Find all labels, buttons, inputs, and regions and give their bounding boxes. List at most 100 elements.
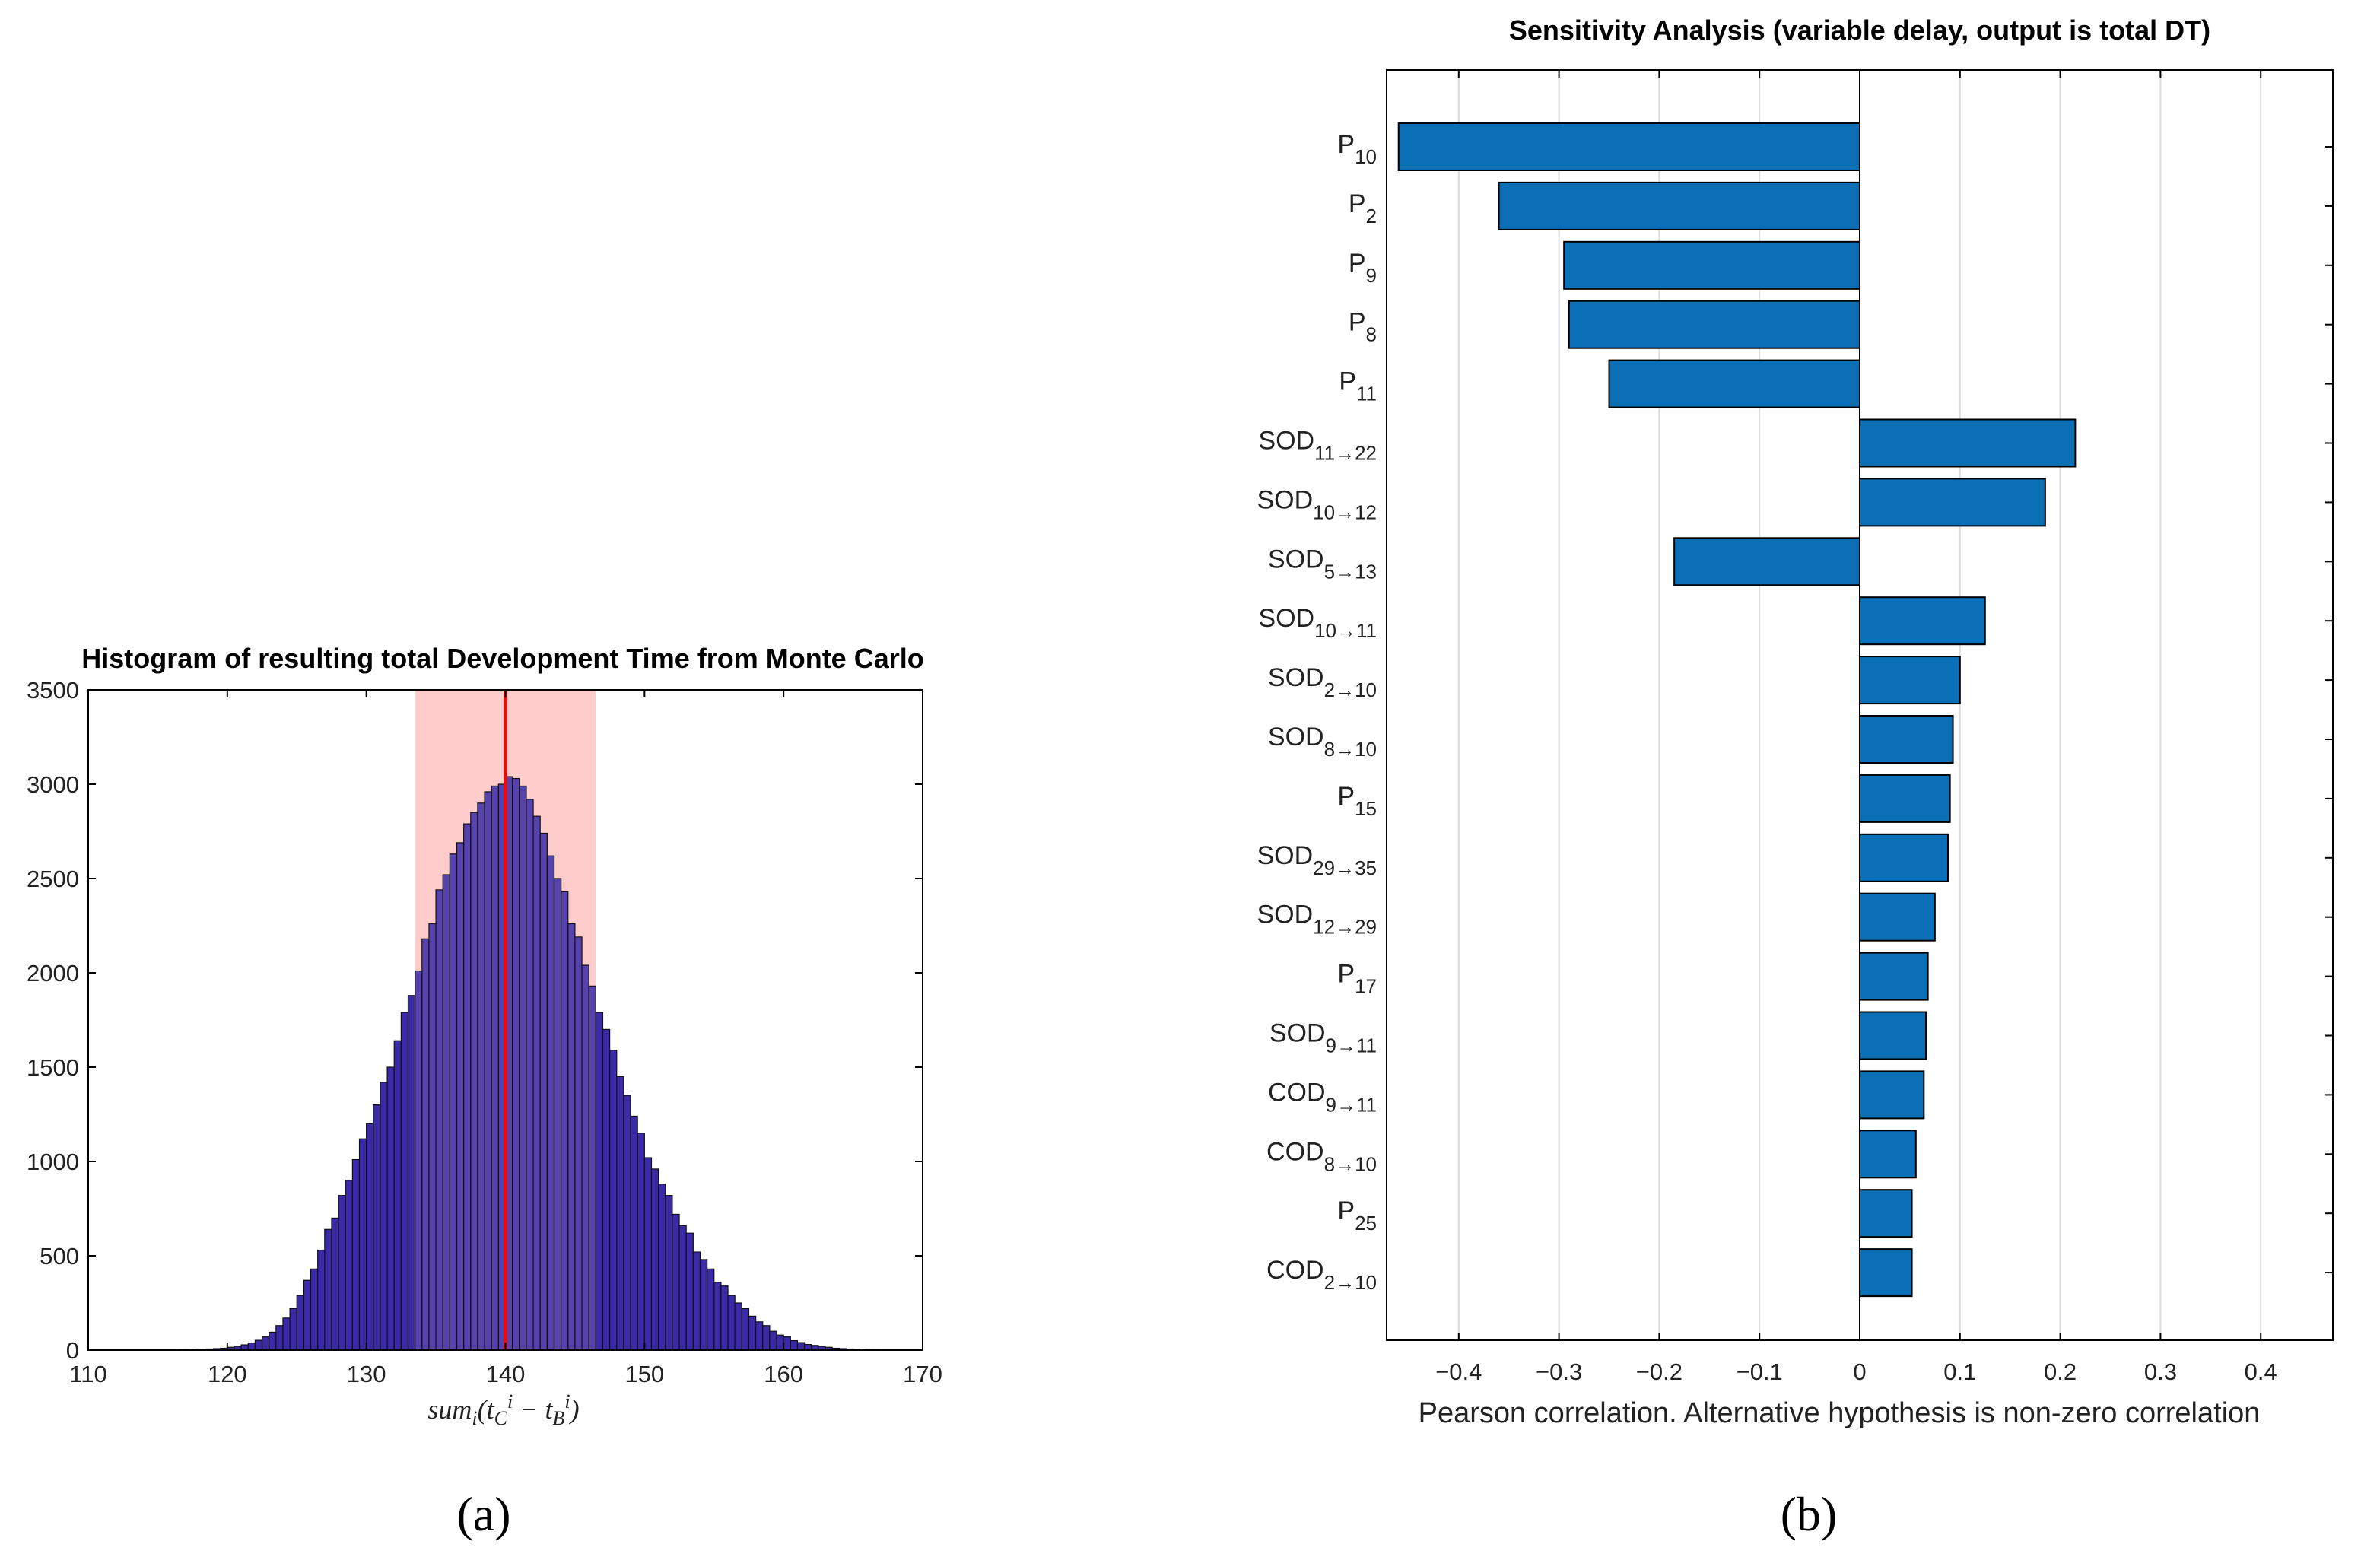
- histogram-bar: [324, 1228, 332, 1351]
- histogram-bar: [526, 799, 534, 1351]
- histogram-bar: [393, 1040, 402, 1351]
- histogram-bar: [240, 1344, 249, 1351]
- category-label: P15: [1337, 782, 1377, 820]
- histogram-bar: [428, 923, 437, 1351]
- histogram-bar: [282, 1317, 291, 1351]
- correlation-bar: [1859, 774, 1951, 823]
- category-label: P9: [1349, 249, 1377, 287]
- y-tick-label: 0: [66, 1337, 79, 1364]
- histogram-bar: [380, 1082, 388, 1351]
- x-tick-label: 0.2: [2044, 1358, 2077, 1385]
- x-tick-label: −0.1: [1737, 1358, 1783, 1385]
- histogram-bar: [692, 1251, 701, 1351]
- histogram-bar: [803, 1343, 812, 1351]
- category-label: SOD8→10: [1268, 723, 1377, 761]
- category-label: P11: [1339, 367, 1377, 405]
- histogram-bar: [247, 1342, 256, 1351]
- category-label: COD2→10: [1266, 1256, 1377, 1294]
- sensitivity-bars: [1397, 122, 2333, 1298]
- histogram-bar: [331, 1217, 339, 1351]
- x-tick-label: 130: [347, 1361, 386, 1387]
- x-tick-label: 140: [486, 1361, 526, 1387]
- correlation-bar: [1859, 1011, 1927, 1060]
- histogram-bar: [567, 923, 576, 1351]
- y-tick-label: 2000: [27, 960, 79, 987]
- histogram-bar: [519, 785, 527, 1351]
- correlation-bar: [1859, 418, 2077, 468]
- histogram-bar: [796, 1342, 806, 1351]
- histogram-bar: [539, 832, 548, 1351]
- x-tick-label: −0.4: [1435, 1358, 1482, 1385]
- category-label: P17: [1337, 960, 1377, 998]
- correlation-bar: [1859, 478, 2046, 527]
- sensitivity-x-ticks: −0.4 −0.3 −0.2 −0.1 0 0.1 0.2 0.3 0.4: [1435, 70, 2277, 1385]
- correlation-bar: [1859, 1070, 1925, 1120]
- category-label: P10: [1337, 130, 1377, 168]
- histogram-bar: [678, 1225, 687, 1351]
- histogram-bar: [512, 777, 520, 1351]
- correlation-bar: [1859, 656, 1961, 705]
- x-tick-label: 0.4: [2245, 1358, 2277, 1385]
- category-label: P8: [1349, 308, 1377, 346]
- correlation-bar: [1859, 833, 1949, 882]
- sensitivity-category-labels: P10 P2 P9 P8 P11 SOD11→22 SOD10→12 SOD5→13 SOD10…: [1257, 130, 1377, 1294]
- category-label: SOD9→11: [1269, 1019, 1377, 1057]
- histogram-bar: [630, 1115, 638, 1351]
- histogram-bar: [650, 1168, 659, 1351]
- histogram-bar: [303, 1279, 312, 1351]
- histogram-bar: [755, 1321, 764, 1351]
- x-tick-label: 150: [624, 1361, 664, 1387]
- sensitivity-title: Sensitivity Analysis (variable delay, ou…: [1509, 14, 2210, 46]
- correlation-bar: [1563, 240, 1860, 290]
- histogram-bar: [581, 964, 589, 1351]
- histogram-bar: [261, 1336, 270, 1351]
- histogram-bar: [421, 938, 430, 1351]
- category-label: SOD2→10: [1268, 663, 1377, 701]
- sensitivity-panel: Sensitivity Analysis (variable delay, ou…: [1257, 14, 2334, 1541]
- correlation-bar: [1673, 537, 1860, 586]
- histogram-bar: [602, 1028, 611, 1351]
- y-tick-label: 3000: [27, 771, 79, 798]
- histogram-bar: [442, 874, 450, 1351]
- histogram-bar: [672, 1213, 680, 1351]
- correlation-bar: [1608, 359, 1860, 408]
- histogram-bar: [776, 1334, 784, 1351]
- category-label: COD9→11: [1268, 1078, 1377, 1116]
- correlation-bar: [1859, 952, 1929, 1001]
- histogram-bar: [275, 1325, 284, 1351]
- x-tick-label: 0.3: [2144, 1358, 2177, 1385]
- histogram-bar: [707, 1268, 715, 1351]
- histogram-bar: [595, 1012, 604, 1351]
- histogram-bar: [358, 1138, 367, 1351]
- category-label: COD8→10: [1266, 1137, 1377, 1175]
- histogram-bar: [407, 995, 416, 1351]
- histogram-bar: [616, 1076, 624, 1351]
- x-tick-label: 120: [208, 1361, 247, 1387]
- y-tick-label: 500: [40, 1243, 79, 1269]
- x-tick-label: 0.1: [1943, 1358, 1976, 1385]
- x-tick-label: −0.2: [1636, 1358, 1683, 1385]
- y-tick-label: 1000: [27, 1149, 79, 1175]
- histogram-bar: [637, 1133, 645, 1351]
- panel-b-caption: (b): [1781, 1487, 1838, 1541]
- histogram-bar: [477, 802, 485, 1351]
- histogram-bar: [769, 1330, 777, 1351]
- histogram-bar: [463, 823, 472, 1351]
- histogram-bar: [658, 1184, 666, 1351]
- category-label: SOD10→11: [1258, 604, 1377, 642]
- histogram-bar: [713, 1282, 722, 1351]
- correlation-bar: [1859, 1189, 1913, 1238]
- x-tick-label: 170: [903, 1361, 942, 1387]
- correlation-bar: [1859, 596, 1986, 646]
- sensitivity-gridlines: [1457, 70, 2262, 1340]
- histogram-bar: [762, 1325, 771, 1351]
- histogram-bar: [470, 812, 478, 1351]
- histogram-bar: [532, 815, 541, 1351]
- histogram-bar: [734, 1302, 742, 1351]
- histogram-bar: [456, 842, 465, 1351]
- correlation-bar: [1859, 892, 1936, 942]
- histogram-panel: Histogram of resulting total Development…: [27, 643, 942, 1541]
- x-tick-label: −0.3: [1536, 1358, 1582, 1385]
- histogram-bars: [164, 776, 896, 1351]
